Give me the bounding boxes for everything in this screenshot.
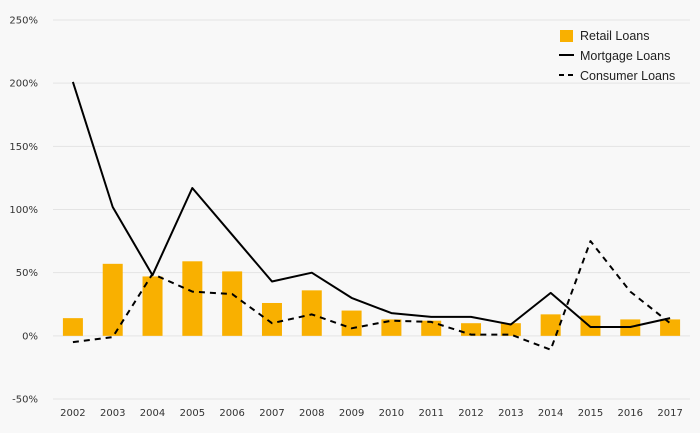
legend-swatch-retail-loans [560, 30, 573, 42]
x-tick-label: 2012 [458, 408, 483, 419]
line-consumer-loans [72, 240, 671, 351]
bar-retail-loans [261, 302, 282, 336]
x-tick-label: 2002 [60, 408, 85, 419]
x-tick-label: 2015 [578, 408, 603, 419]
y-tick-label: 100% [9, 205, 38, 216]
bar-retail-loans [341, 310, 362, 336]
x-tick-label: 2003 [100, 408, 125, 419]
y-tick-label: 50% [16, 268, 38, 279]
x-tick-label: 2016 [618, 408, 643, 419]
x-tick-label: 2006 [219, 408, 244, 419]
x-tick-label: 2007 [259, 408, 284, 419]
y-tick-label: 250% [9, 16, 38, 27]
x-tick-label: 2008 [299, 408, 324, 419]
x-tick-label: 2017 [657, 408, 682, 419]
x-tick-label: 2005 [180, 408, 205, 419]
y-tick-label: -50% [12, 395, 38, 406]
legend-label-retail-loans: Retail Loans [580, 29, 650, 43]
x-tick-label: 2004 [140, 408, 165, 419]
x-tick-label: 2013 [498, 408, 523, 419]
bar-retail-loans [222, 271, 243, 336]
y-tick-label: 150% [9, 142, 38, 153]
bar-retail-loans [301, 290, 322, 336]
bar-retail-loans [182, 261, 203, 336]
line-mortgage-loans [71, 81, 671, 328]
x-tick-label: 2010 [379, 408, 404, 419]
bar-retail-loans [102, 263, 123, 336]
x-tick-label: 2011 [418, 408, 443, 419]
y-tick-label: 0% [22, 331, 38, 342]
x-tick-label: 2014 [538, 408, 563, 419]
x-tick-label: 2009 [339, 408, 364, 419]
bar-retail-loans [381, 319, 402, 336]
bar-retail-loans [660, 319, 681, 336]
legend-label-mortgage-loans: Mortgage Loans [580, 49, 670, 63]
loan-lines [71, 81, 671, 351]
bar-retail-loans [461, 323, 482, 336]
y-tick-label: 200% [9, 79, 38, 90]
bar-retail-loans [62, 318, 83, 336]
x-axis-tick-labels: 2002 2003 2004 2005 2006 2007 2008 2009 2010 2011… [60, 408, 683, 419]
legend-label-consumer-loans: Consumer Loans [580, 69, 675, 83]
y-axis-tick-labels: -50% 0% 50% 100% 150% 200% 250% [9, 16, 38, 406]
bar-retail-loans [540, 314, 561, 336]
bar-retail-loans [421, 320, 442, 336]
bar-retail-loans [142, 276, 163, 336]
legend: Retail Loans Mortgage Loans Consumer Loa… [559, 29, 675, 83]
bar-retail-loans [500, 323, 521, 336]
